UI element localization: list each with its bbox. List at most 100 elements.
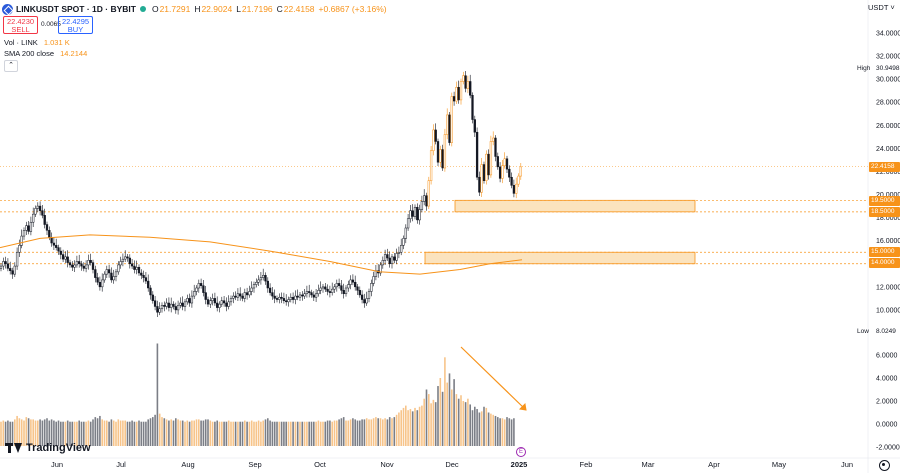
candle-body (262, 275, 265, 278)
volume-axis-tick: 4.0000 (876, 376, 898, 383)
volume-bar (195, 419, 198, 446)
candle-body (381, 260, 384, 266)
candle-body (27, 225, 30, 232)
candle-body (252, 284, 256, 289)
ohlc-value: 22.4158 (283, 4, 315, 14)
sma-indicator-legend[interactable]: SMA 200 close 14.2144 (4, 49, 87, 58)
volume-bar (119, 420, 122, 446)
sell-label: SELL (11, 25, 30, 34)
volume-bar (239, 421, 241, 446)
volume-axis-tick: 6.0000 (876, 353, 898, 360)
candle-body (149, 287, 152, 296)
candle-body (6, 263, 10, 269)
volume-bar (460, 395, 462, 446)
symbol-title[interactable]: LINKUSDT SPOT · 1D · BYBIT (16, 4, 136, 14)
volume-bar (131, 420, 133, 446)
candle-body (75, 261, 79, 266)
candle-body (165, 302, 168, 307)
buy-label: BUY (67, 25, 84, 34)
volume-bar (301, 421, 304, 446)
currency-selector[interactable]: USDT ˅ (868, 3, 895, 12)
volume-bar (405, 405, 407, 446)
volume-bar (170, 419, 172, 446)
settings-gear-icon[interactable] (879, 460, 890, 471)
candle-body (515, 183, 518, 194)
candle-body (367, 291, 371, 299)
candle-body (218, 303, 221, 308)
volume-bar (80, 421, 83, 446)
volume-bar (439, 378, 442, 446)
volume-bar (457, 398, 460, 446)
candle-body (20, 235, 23, 246)
buy-button[interactable]: 22.4295 BUY (58, 16, 93, 34)
volume-bar (87, 420, 90, 446)
candle-body (199, 283, 203, 286)
candle-body (333, 286, 336, 290)
volume-bar (423, 398, 425, 446)
volume-bar (377, 418, 379, 446)
tradingview-logo[interactable]: TradingView (5, 440, 91, 456)
volume-bar (379, 418, 382, 446)
candle-body (209, 300, 212, 305)
candle-body (87, 260, 90, 266)
candle-body (32, 213, 35, 223)
candle-body (48, 230, 51, 238)
volume-bar (66, 420, 69, 446)
volume-bar (152, 417, 154, 446)
candle-body (298, 294, 302, 298)
dividend-event-icon[interactable]: E (516, 447, 526, 457)
volume-bar (92, 419, 94, 446)
candle-body (34, 208, 37, 215)
candle-body (140, 272, 143, 276)
candle-body (319, 287, 322, 291)
volume-bar (347, 420, 350, 446)
volume-bar (349, 419, 352, 446)
volume-bar (469, 404, 471, 446)
candle-body (236, 293, 240, 298)
volume-indicator-value: 1.031 K (43, 38, 70, 47)
candle-body (264, 275, 267, 282)
candle-body (41, 210, 44, 216)
volume-bar (276, 421, 278, 446)
volume-bar (510, 419, 513, 446)
candle-body (130, 263, 134, 267)
candle-body (427, 180, 430, 207)
volume-bar (262, 420, 264, 446)
ohlc-key: O (151, 4, 159, 14)
sell-button[interactable]: 22.4230 SELL (3, 16, 38, 34)
candle-body (331, 288, 334, 293)
volume-bar (480, 411, 483, 446)
time-axis-tick: Jun (841, 460, 853, 469)
volume-bar (248, 421, 251, 446)
volume-indicator-legend[interactable]: Vol · LINK 1.031 K (4, 38, 70, 47)
candle-body (363, 299, 366, 304)
collapse-legend-button[interactable]: ⌃ (4, 60, 18, 72)
volume-bar (76, 421, 78, 446)
candle-body (388, 257, 391, 265)
volume-bar (172, 420, 175, 446)
high-label: High (857, 65, 871, 72)
volume-bar (211, 421, 214, 446)
volume-bar (184, 421, 186, 446)
price-axis-tick: 30.0000 (876, 77, 900, 84)
candle-body (508, 168, 511, 178)
candle-body (494, 137, 497, 157)
volume-bar (483, 406, 485, 446)
volume-bar (7, 420, 9, 446)
volume-bar (101, 419, 103, 446)
level-tag-15: 15.0000 (869, 247, 900, 257)
volume-bar (246, 421, 248, 446)
candle-body (429, 150, 433, 181)
volume-bar (444, 357, 446, 446)
time-axis-tick: Nov (380, 460, 394, 469)
ohlc-value: +0.6867 (+3.16%) (318, 4, 387, 14)
volume-axis-tick: 2.0000 (876, 399, 898, 406)
volume-bar (503, 419, 506, 446)
volume-bar (285, 421, 287, 446)
volume-bar (324, 421, 327, 446)
candle-body (446, 114, 449, 135)
volume-bar (209, 420, 212, 446)
volume-bar (441, 391, 444, 446)
